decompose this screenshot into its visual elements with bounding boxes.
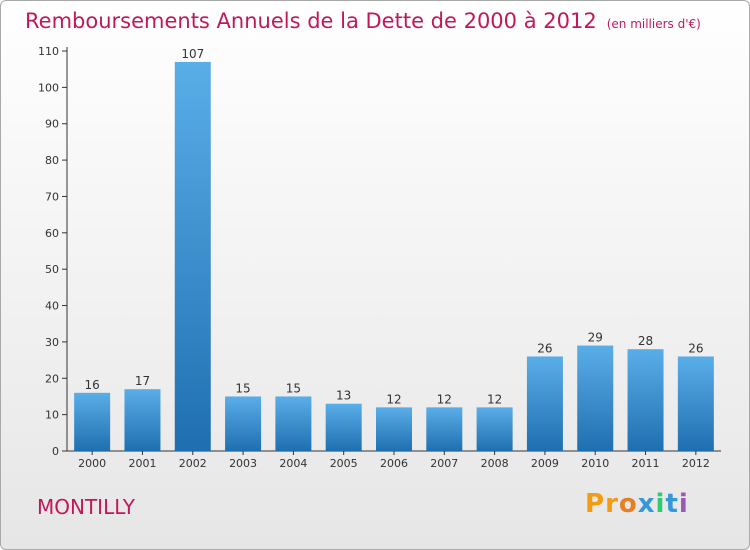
x-tick-label: 2009 — [531, 457, 559, 470]
data-label: 12 — [437, 392, 452, 406]
city-name: MONTILLY — [37, 495, 135, 519]
x-tick-label: 2005 — [330, 457, 358, 470]
chart-unit: (en milliers d'€) — [606, 17, 701, 31]
y-tick-label: 80 — [45, 154, 59, 167]
data-label: 17 — [135, 374, 150, 388]
x-tick-label: 2008 — [481, 457, 509, 470]
y-tick-label: 110 — [38, 45, 59, 58]
x-tick-label: 2003 — [229, 457, 257, 470]
data-label: 12 — [487, 392, 502, 406]
data-label: 29 — [588, 331, 603, 345]
logo-letter: x — [637, 489, 656, 519]
y-tick-label: 60 — [45, 227, 59, 240]
x-tick-label: 2011 — [632, 457, 660, 470]
logo-letter: o — [618, 489, 638, 519]
chart-title-text: Remboursements Annuels de la Dette de 20… — [25, 9, 597, 33]
y-tick-label: 100 — [38, 81, 59, 94]
proxiti-logo: Proxiti — [585, 489, 689, 519]
y-tick-label: 40 — [45, 300, 59, 313]
data-label: 26 — [537, 341, 552, 355]
y-tick-label: 70 — [45, 190, 59, 203]
bar-2009 — [526, 356, 563, 451]
chart-title: Remboursements Annuels de la Dette de 20… — [25, 9, 701, 33]
logo-letter: t — [665, 489, 679, 519]
chart-bars — [74, 61, 714, 452]
bar-2008 — [476, 407, 513, 451]
y-tick-label: 20 — [45, 372, 59, 385]
data-label: 13 — [336, 389, 351, 403]
bar-2000 — [74, 392, 111, 451]
chart-axes: 0 10 20 30 40 50 60 70 80 90 100 110 2000 2001 2002 200… — [38, 45, 721, 470]
data-label: 28 — [638, 334, 653, 348]
y-tick-label: 90 — [45, 118, 59, 131]
y-tick-label: 0 — [52, 445, 59, 458]
data-label: 107 — [181, 47, 204, 61]
bar-2011 — [627, 349, 664, 451]
data-label: 26 — [688, 341, 703, 355]
x-tick-label: 2002 — [179, 457, 207, 470]
logo-letter: P — [585, 489, 606, 519]
x-tick-label: 2007 — [430, 457, 458, 470]
bar-2001 — [124, 389, 161, 451]
bar-2006 — [376, 407, 412, 451]
logo-letter: i — [678, 489, 689, 519]
y-tick-label: 50 — [45, 263, 59, 276]
data-label: 12 — [386, 392, 401, 406]
bar-2002 — [174, 61, 211, 452]
bar-2007 — [426, 407, 463, 451]
x-tick-label: 2006 — [380, 457, 408, 470]
x-tick-label: 2001 — [128, 457, 156, 470]
bar-2005 — [325, 403, 362, 451]
data-label: 16 — [85, 378, 100, 392]
data-label: 15 — [235, 381, 250, 395]
x-tick-label: 2012 — [682, 457, 710, 470]
data-label: 15 — [286, 381, 301, 395]
y-tick-label: 10 — [45, 409, 59, 422]
bar-2012 — [677, 356, 714, 451]
logo-letter: r — [605, 489, 619, 519]
chart-data-labels: 16 17 107 15 15 13 12 12 12 26 29 28 26 — [85, 47, 704, 406]
bar-2004 — [275, 396, 312, 451]
bar-2010 — [577, 345, 614, 451]
y-tick-label: 30 — [45, 336, 59, 349]
x-tick-label: 2004 — [279, 457, 307, 470]
x-tick-label: 2010 — [581, 457, 609, 470]
bar-2003 — [225, 396, 262, 451]
x-tick-label: 2000 — [78, 457, 106, 470]
logo-letter: i — [655, 489, 666, 519]
